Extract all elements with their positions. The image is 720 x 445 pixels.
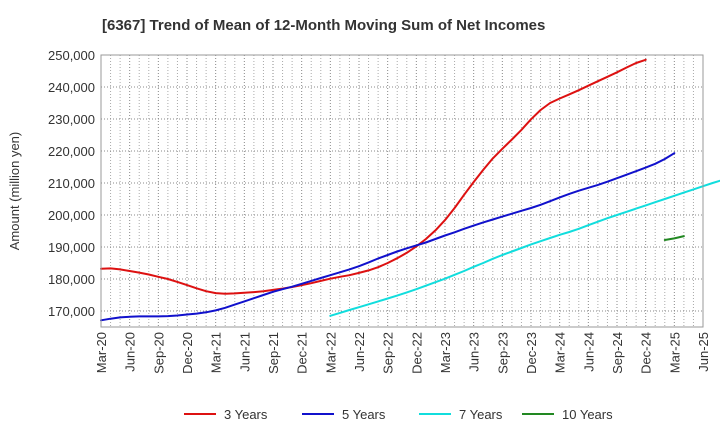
x-tick-label: Dec-24 — [639, 332, 654, 374]
series-line-5-years — [100, 152, 676, 322]
x-tick-label: Jun-23 — [467, 332, 482, 372]
series-group — [100, 58, 720, 322]
x-tick-label: Jun-24 — [581, 332, 596, 372]
x-tick-label: Sep-21 — [266, 332, 281, 374]
x-tick-label: Jun-21 — [237, 332, 252, 372]
grid — [100, 54, 704, 327]
legend: 3 Years 5 Years 7 Years 10 Years — [184, 407, 613, 422]
x-tick-label: Sep-20 — [151, 332, 166, 374]
plot-frame — [100, 54, 704, 328]
y-tick-label: 180,000 — [48, 272, 95, 287]
x-tick-label: Mar-20 — [94, 332, 109, 373]
x-tick-label: Dec-23 — [524, 332, 539, 374]
x-tick-label: Jun-22 — [352, 332, 367, 372]
x-tick-label: Jun-25 — [696, 332, 711, 372]
y-tick-label: 190,000 — [48, 240, 95, 255]
series-line-7-years — [329, 179, 720, 317]
x-tick-label: Sep-22 — [381, 332, 396, 374]
tick-labels: 170,000 180,000 190,000 200,000 210,000 220,0… — [48, 48, 711, 374]
y-tick-label: 250,000 — [48, 48, 95, 63]
x-tick-label: Sep-23 — [495, 332, 510, 374]
legend-label-10-years: 10 Years — [562, 407, 613, 422]
y-tick-label: 210,000 — [48, 176, 95, 191]
legend-label-5-years: 5 Years — [342, 407, 386, 422]
x-tick-label: Mar-21 — [209, 332, 224, 373]
y-tick-label: 230,000 — [48, 112, 95, 127]
x-tick-label: Mar-25 — [667, 332, 682, 373]
y-tick-label: 170,000 — [48, 304, 95, 319]
series-line-3-years — [100, 58, 647, 295]
x-tick-label: Jun-20 — [123, 332, 138, 372]
x-tick-label: Dec-22 — [409, 332, 424, 374]
y-tick-label: 220,000 — [48, 144, 95, 159]
x-tick-label: Mar-22 — [323, 332, 338, 373]
x-tick-label: Dec-20 — [180, 332, 195, 374]
x-tick-label: Sep-24 — [610, 332, 625, 374]
chart-title: [6367] Trend of Mean of 12-Month Moving … — [102, 17, 545, 34]
series-line-10-years — [663, 235, 685, 241]
y-tick-label: 200,000 — [48, 208, 95, 223]
legend-label-3-years: 3 Years — [224, 407, 268, 422]
y-tick-label: 240,000 — [48, 80, 95, 95]
legend-label-7-years: 7 Years — [459, 407, 503, 422]
x-tick-label: Mar-23 — [438, 332, 453, 373]
x-tick-label: Mar-24 — [553, 332, 568, 373]
x-tick-label: Dec-21 — [295, 332, 310, 374]
y-axis-label: Amount (million yen) — [7, 132, 22, 251]
